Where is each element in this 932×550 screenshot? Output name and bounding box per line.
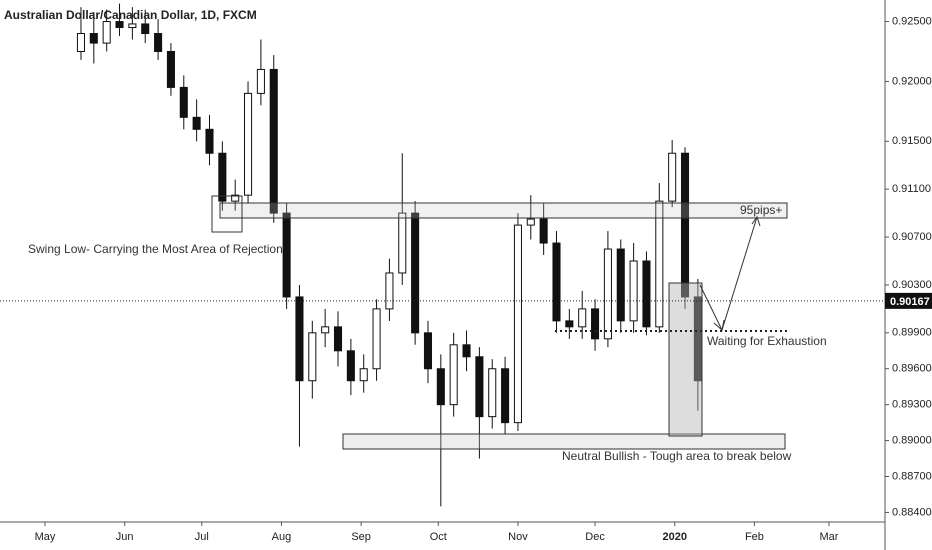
current-price-tag: [885, 292, 932, 309]
candle-body: [269, 68, 278, 214]
y-tick-label: 0.91500: [892, 135, 932, 147]
candle-body: [526, 218, 535, 226]
x-tick-label: Jul: [195, 531, 209, 543]
candle-body: [244, 92, 253, 196]
drawings: [211, 195, 788, 450]
candle-body: [346, 350, 355, 382]
candle-body: [385, 272, 394, 310]
candle-body: [616, 248, 625, 322]
candle-body: [321, 326, 330, 334]
candle-body: [603, 248, 612, 340]
candle-body: [141, 23, 150, 35]
candle-body: [205, 128, 214, 154]
y-tick-label: 0.89000: [892, 434, 932, 446]
candle-body: [680, 152, 690, 298]
candle-body: [398, 212, 407, 274]
y-tick-label: 0.89600: [892, 363, 932, 375]
candle-body: [411, 212, 420, 334]
candle-body: [449, 344, 458, 406]
candle-body: [128, 23, 137, 29]
y-tick-label: 0.90700: [892, 231, 932, 243]
candle-body: [501, 368, 510, 424]
annotation: Neutral Bullish - Tough area to break be…: [562, 449, 792, 463]
candle-body: [655, 200, 664, 328]
candle-body: [642, 260, 651, 328]
support-zone: [342, 433, 786, 450]
arrow-head: [713, 319, 725, 331]
y-tick-label: 0.90300: [892, 279, 932, 291]
candle-body: [693, 296, 702, 382]
candle-body: [591, 308, 600, 340]
x-tick-label: Dec: [585, 531, 605, 543]
y-tick-label: 0.89300: [892, 399, 932, 411]
x-tick-label: Aug: [272, 531, 292, 543]
x-tick-label: Jun: [116, 531, 134, 543]
candle-body: [513, 224, 522, 424]
x-tick-label: May: [35, 531, 56, 543]
candle-body: [89, 33, 98, 44]
candle-body: [668, 152, 677, 202]
candle-body: [256, 68, 265, 94]
candle-body: [359, 368, 368, 382]
candle-body: [179, 86, 188, 118]
x-tick-label: 2020: [662, 531, 686, 543]
candle-body: [308, 332, 317, 382]
candle-body: [629, 260, 638, 322]
exhaustion-box: [668, 282, 703, 437]
chart-title: Australian Dollar/Canadian Dollar, 1D, F…: [4, 8, 257, 22]
y-tick-label: 0.92000: [892, 75, 932, 87]
candle-body: [565, 320, 574, 328]
candle-body: [102, 21, 111, 44]
y-tick-label: 0.92500: [892, 15, 932, 27]
candle-body: [488, 368, 497, 418]
candle-body: [192, 116, 201, 130]
arrow-head: [751, 215, 761, 227]
y-tick-label: 0.88700: [892, 470, 932, 482]
candle-body: [166, 50, 175, 88]
candle-body: [423, 332, 433, 370]
current-price-label: 0.90167: [890, 296, 930, 308]
x-tick-label: Nov: [508, 531, 528, 543]
y-tick-label: 0.91100: [892, 183, 931, 195]
x-tick-label: Feb: [745, 531, 764, 543]
candle-body: [76, 33, 86, 52]
candle-body: [231, 194, 240, 202]
candle-body: [552, 242, 561, 322]
candle-body: [154, 33, 163, 52]
x-tick-label: Sep: [351, 531, 371, 543]
candle-body: [218, 152, 227, 202]
candle-body: [578, 308, 587, 328]
x-tick-label: Mar: [819, 531, 838, 543]
y-tick-label: 0.88400: [892, 506, 932, 518]
swing-low-box: [211, 195, 243, 233]
y-tick-label: 0.89900: [892, 327, 932, 339]
candle-body: [436, 368, 445, 406]
candle-body: [295, 296, 304, 382]
resistance-zone: [219, 202, 788, 219]
candle-body: [462, 344, 471, 358]
candle-body: [115, 21, 124, 29]
candle-body: [333, 326, 343, 352]
candle-body: [282, 212, 291, 298]
candle-body: [539, 218, 548, 244]
candle-body: [372, 308, 381, 370]
annotation: Waiting for Exhaustion: [707, 334, 827, 348]
plot-area: [76, 3, 702, 507]
annotation: Swing Low- Carrying the Most Area of Rej…: [28, 242, 283, 256]
annotation: 95pips+: [740, 203, 782, 217]
candle-body: [475, 356, 484, 418]
x-tick-label: Oct: [430, 531, 447, 543]
